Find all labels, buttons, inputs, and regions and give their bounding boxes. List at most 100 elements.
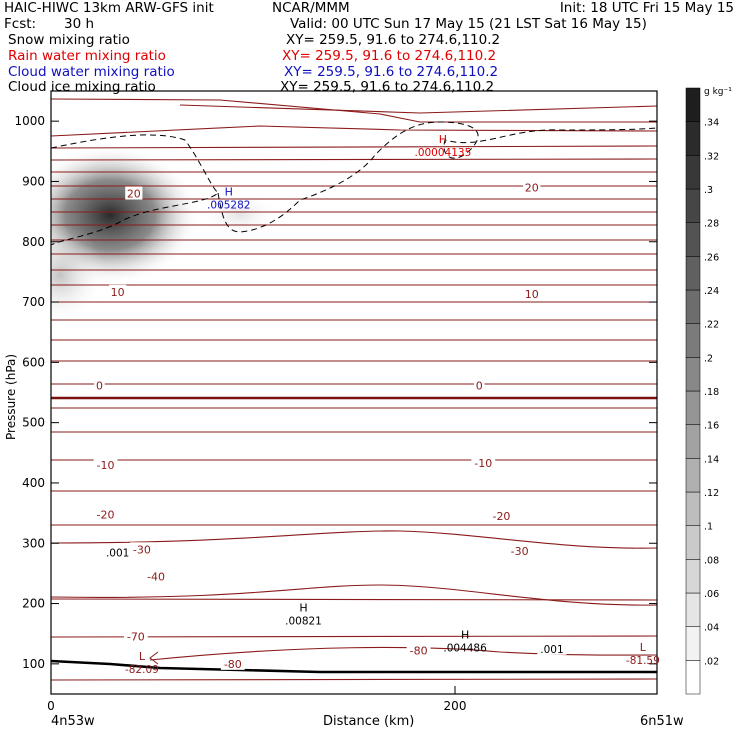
temperature-contour-label-bg [523, 180, 541, 194]
cloud-ice-maximum-symbol: H [461, 629, 469, 642]
temperature-contour-label-bg [94, 378, 105, 392]
mixing-ratio-shading [51, 145, 280, 325]
temperature-minimum-value: -81.59 [626, 655, 660, 667]
temperature-contour-label: 20 [525, 181, 539, 194]
y-tick-label: 200 [22, 597, 45, 611]
cloud-ice-contour-label-bg [537, 641, 567, 655]
temperature-contour-label: -10 [474, 457, 492, 470]
y-tick-label: 400 [22, 476, 45, 490]
right-endpoint: 6n51w [640, 714, 684, 729]
colorbar-swatch [685, 155, 701, 190]
contour-labels: -80 -80 -70 -40 -30 -30 -20 -20 -10 -10 0 0 10 10 20 20… [93, 133, 660, 676]
colorbar-swatch [685, 188, 701, 223]
y-tick-label: 600 [22, 355, 45, 369]
temperature-contour-label-bg [220, 656, 245, 670]
x-axis-label: Distance (km) [323, 714, 414, 729]
colorbar-tick-label: .12 [704, 488, 719, 499]
rain-water-maximum-symbol: H [439, 133, 447, 146]
colorbar-tick-label: .14 [704, 454, 719, 465]
temperature-contour-label: -80 [224, 658, 242, 671]
field-cloudwater-xy: XY= 259.5, 91.6 to 274.6,110.2 [284, 64, 499, 80]
init-time: Init: 18 UTC Fri 15 May 15 [559, 0, 734, 16]
colorbar-swatch [685, 660, 701, 695]
temperature-contour-label: 0 [476, 379, 483, 392]
y-tick-label: 1000 [14, 114, 45, 128]
temperature-contour-label: -20 [97, 508, 115, 521]
colorbar-swatch [685, 87, 701, 122]
colorbar-tick-label: .02 [704, 656, 719, 667]
temperature-contour-label-bg [109, 284, 127, 298]
model-title: HAIC-HIWC 13km ARW-GFS init [4, 0, 214, 16]
colorbar-swatch [685, 491, 701, 526]
temperature-contour-label-bg [123, 629, 148, 643]
cloud-ice-contour [50, 121, 658, 246]
colorbar-swatch [685, 121, 701, 156]
colorbar-swatch [685, 323, 701, 358]
temperature-contour-label-bg [125, 186, 143, 200]
cloud-ice-maximum-symbol: H [299, 602, 307, 615]
temperature-contour-label-bg [130, 542, 154, 556]
cloud-ice-contour-label: .001 [540, 644, 563, 656]
temperature-contour-label-bg [144, 569, 168, 583]
field-snow-name: Snow mixing ratio [8, 32, 130, 48]
temperature-contour-label: -30 [133, 543, 151, 556]
y-tick-label: 800 [22, 235, 45, 249]
colorbar-swatch [685, 592, 701, 627]
x-tick-label: 0 [47, 699, 55, 713]
temperature-contour-label-bg [406, 643, 431, 657]
colorbar-swatch [685, 256, 701, 291]
colorbar-swatch [685, 559, 701, 594]
colorbar-swatch [685, 626, 701, 661]
colorbar-tick-label: .16 [704, 421, 719, 432]
temperature-contour-label: -80 [410, 645, 428, 658]
y-tick-label: 300 [22, 536, 45, 550]
colorbar-swatch [685, 357, 701, 392]
colorbar-swatch [685, 390, 701, 425]
terrain-arrow [149, 651, 159, 665]
field-rain-name: Rain water mixing ratio [8, 48, 166, 64]
temperature-contour-label-bg [489, 509, 514, 523]
colorbar-swatch [685, 525, 701, 560]
colorbar-tick-label: .22 [704, 320, 719, 331]
plot-frame [50, 90, 658, 695]
field-cloudwater-name: Cloud water mixing ratio [8, 64, 175, 80]
colorbar-swatch [685, 458, 701, 493]
forecast-label: Fcst: [4, 16, 37, 32]
colorbar-tick-label: .24 [704, 286, 719, 297]
colorbar-tick-label: .06 [704, 589, 719, 600]
colorbar-tick-label: .1 [704, 522, 713, 533]
temperature-minimum-symbol: L [139, 650, 146, 663]
temperature-contour-label-bg [473, 378, 485, 392]
terrain-line [50, 659, 657, 674]
field-rain-xy: XY= 259.5, 91.6 to 274.6,110.2 [282, 48, 497, 64]
colorbar-tick-label: .3 [704, 185, 713, 196]
temperature-contour-label: -20 [492, 510, 510, 523]
temperature-contour-label: -10 [97, 459, 115, 472]
colorbar-tick-label: .32 [704, 151, 719, 162]
colorbar-swatch [685, 289, 701, 324]
temperature-contour-label-bg [523, 287, 541, 301]
cloud-ice-contour-label-bg [103, 545, 133, 559]
left-endpoint: 4n53w [51, 714, 95, 729]
valid-time: Valid: 00 UTC Sun 17 May 15 (21 LST Sat … [290, 16, 647, 32]
rain-water-maximum-value: .00004135 [414, 147, 471, 159]
colorbar-swatch [685, 222, 701, 257]
temperature-minimum-value: -82.09 [125, 664, 159, 676]
temperature-contour-label: 0 [96, 379, 103, 392]
colorbar-unit: g kg⁻¹ [704, 87, 732, 97]
cloud-water-maximum-symbol: H [225, 186, 233, 199]
colorbar-tick-label: .04 [704, 623, 719, 634]
colorbar-tick-label: .28 [704, 219, 719, 230]
temperature-minimum-symbol: L [640, 641, 647, 654]
y-tick-label: 500 [22, 416, 45, 430]
temperature-contour-label: 10 [525, 288, 539, 301]
forecast-hours: 30 h [64, 16, 95, 32]
colorbar-tick-label: .26 [704, 252, 719, 263]
colorbar-tick-label: .08 [704, 555, 719, 566]
colorbar-tick-label: .18 [704, 387, 719, 398]
field-snow-xy: XY= 259.5, 91.6 to 274.6,110.2 [286, 32, 501, 48]
temperature-contour-label: -30 [511, 545, 529, 558]
y-tick-label: 700 [22, 295, 45, 309]
